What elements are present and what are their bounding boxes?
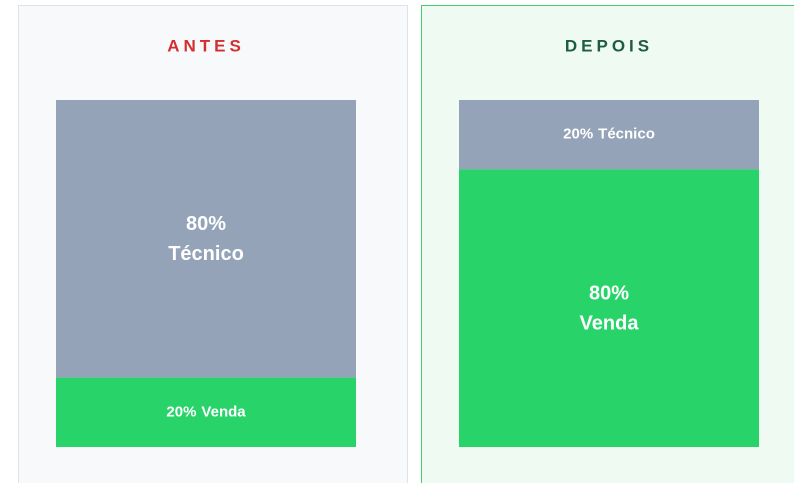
bar-segment	[459, 169, 759, 447]
bar-segment	[56, 100, 356, 378]
segment-name: Venda	[580, 312, 640, 334]
segment-label: 20% Técnico	[563, 126, 655, 143]
segment-value: 20%	[166, 403, 196, 420]
bar-segment	[459, 100, 759, 170]
segment-name: Venda	[201, 403, 246, 420]
segment-name: Técnico	[598, 126, 655, 143]
segment-value: 20%	[563, 126, 593, 143]
bar-segment	[56, 377, 356, 447]
segment-name: Técnico	[168, 243, 244, 265]
panel-title: DEPOIS	[565, 36, 653, 55]
segment-label: 20% Venda	[166, 403, 246, 420]
panel-title: ANTES	[167, 36, 245, 55]
segment-value: 80%	[186, 213, 226, 235]
segment-value: 80%	[589, 282, 629, 304]
